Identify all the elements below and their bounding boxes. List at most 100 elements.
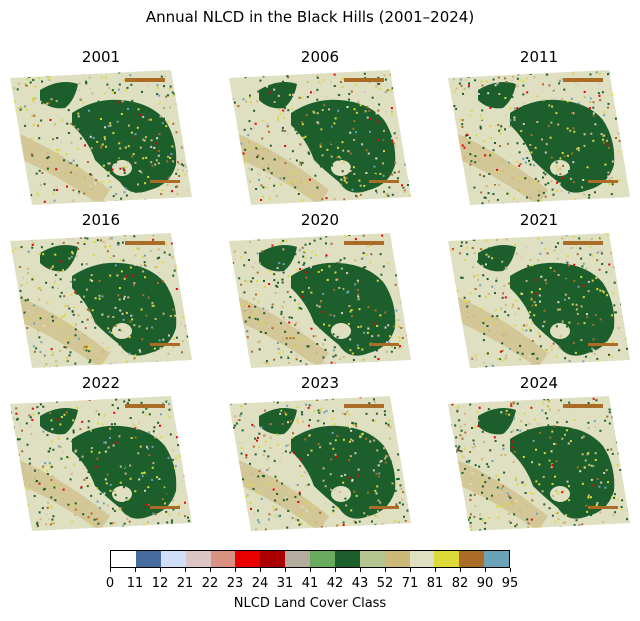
- pixel: [374, 172, 377, 175]
- pixel: [600, 490, 603, 493]
- pixel: [298, 164, 301, 166]
- pixel: [314, 266, 317, 269]
- pixel: [98, 294, 101, 297]
- pixel: [126, 517, 129, 520]
- pixel: [187, 169, 190, 172]
- pixel: [625, 108, 628, 111]
- pixel: [456, 289, 459, 292]
- pixel: [55, 360, 58, 363]
- pixel: [472, 266, 475, 269]
- pixel: [585, 170, 588, 173]
- pixel: [324, 338, 327, 341]
- pixel: [384, 457, 387, 460]
- pixel: [268, 177, 271, 180]
- pixel: [494, 440, 497, 442]
- pixel: [189, 150, 192, 153]
- pixel: [404, 519, 407, 522]
- pixel: [171, 256, 174, 259]
- pixel: [277, 94, 280, 97]
- pixel: [469, 451, 472, 453]
- pixel: [363, 184, 366, 187]
- pixel: [587, 290, 590, 293]
- pixel: [385, 111, 388, 113]
- pixel: [105, 470, 107, 473]
- pixel: [495, 185, 497, 188]
- pixel: [528, 240, 531, 243]
- pixel: [376, 191, 378, 194]
- pixel: [140, 171, 143, 174]
- pixel: [46, 102, 49, 105]
- pixel: [270, 423, 272, 426]
- pixel: [19, 106, 22, 109]
- pixel: [555, 165, 558, 168]
- pixel: [10, 236, 13, 239]
- pixel: [565, 234, 568, 237]
- pixel: [94, 182, 97, 185]
- pixel: [463, 156, 466, 159]
- pixel: [164, 485, 167, 488]
- pixel: [580, 257, 583, 260]
- pixel: [574, 432, 577, 435]
- pixel: [322, 311, 325, 313]
- pixel: [539, 281, 542, 284]
- pixel: [42, 405, 45, 408]
- pixel: [168, 334, 170, 337]
- pixel: [280, 313, 283, 316]
- pixel: [390, 89, 393, 92]
- pixel: [235, 124, 238, 127]
- pixel: [482, 322, 485, 325]
- pixel: [42, 253, 45, 256]
- tick-label: 24: [251, 576, 269, 591]
- tick-label: 11: [126, 576, 144, 591]
- pixel: [322, 527, 325, 530]
- pixel: [284, 411, 287, 414]
- pixel: [561, 152, 564, 154]
- pixel: [90, 447, 93, 450]
- pixel: [306, 96, 309, 98]
- pixel: [89, 123, 91, 126]
- pixel: [591, 347, 594, 350]
- pixel: [275, 132, 278, 135]
- pixel: [500, 125, 503, 128]
- pixel: [252, 484, 254, 486]
- pixel: [570, 246, 573, 249]
- pixel: [619, 421, 622, 424]
- pixel: [479, 248, 482, 251]
- pixel: [570, 295, 573, 297]
- pixel: [136, 247, 138, 250]
- pixel: [49, 75, 52, 78]
- pixel: [485, 318, 488, 321]
- pixel: [315, 396, 318, 399]
- pixel: [391, 110, 393, 113]
- pixel: [285, 444, 288, 447]
- pixel: [600, 133, 603, 136]
- pixel: [522, 84, 525, 87]
- pixel: [60, 316, 63, 318]
- pixel: [628, 282, 630, 285]
- pixel: [163, 455, 166, 458]
- pixel: [547, 461, 550, 464]
- pixel: [510, 501, 513, 504]
- pixel: [362, 252, 365, 255]
- pixel: [179, 271, 182, 274]
- pixel: [616, 435, 619, 438]
- pixel: [255, 528, 257, 531]
- pixel: [404, 129, 407, 132]
- pixel: [170, 521, 173, 524]
- pixel: [321, 154, 324, 157]
- pixel: [384, 461, 387, 464]
- pixel: [363, 72, 366, 75]
- pixel: [281, 278, 284, 281]
- pixel: [89, 278, 92, 281]
- pixel: [117, 407, 119, 410]
- pixel: [12, 426, 15, 429]
- pixel: [302, 132, 305, 135]
- pixel: [366, 300, 369, 303]
- pixel: [240, 142, 243, 145]
- pixel: [408, 179, 410, 182]
- pixel: [508, 161, 510, 164]
- pixel: [378, 273, 381, 276]
- pixel: [333, 314, 336, 317]
- pixel: [556, 189, 559, 192]
- pixel: [126, 402, 129, 405]
